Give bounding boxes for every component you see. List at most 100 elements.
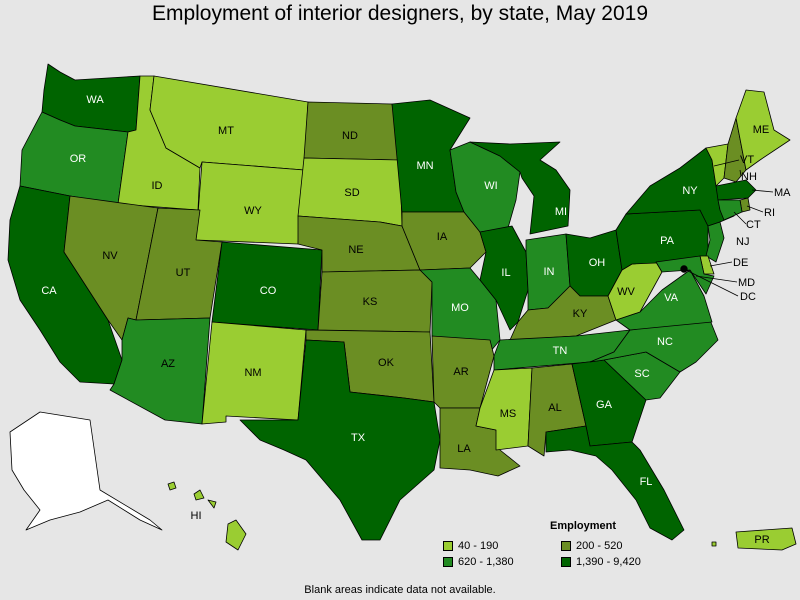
label-HI: HI [191, 510, 202, 522]
leader-DC [683, 268, 739, 297]
leader-VT [713, 159, 740, 167]
footnote: Blank areas indicate data not available. [304, 584, 496, 596]
state-ME[interactable] [735, 89, 791, 171]
label-MD: MD [738, 277, 755, 289]
label-MS: MS [500, 408, 517, 420]
legend-item-1: 40 - 190 [443, 540, 561, 552]
label-OK: OK [378, 357, 395, 369]
state-AZ[interactable] [109, 317, 211, 425]
label-OH: OH [589, 257, 606, 269]
state-HI-1[interactable] [167, 481, 177, 491]
label-IL: IL [501, 267, 510, 279]
label-MN: MN [416, 160, 433, 172]
state-HI-2[interactable] [193, 489, 205, 501]
label-NE: NE [348, 244, 363, 256]
state-KS[interactable] [317, 269, 433, 333]
state-VA[interactable] [615, 269, 713, 331]
label-ND: ND [342, 130, 358, 142]
label-NM: NM [244, 367, 261, 379]
legend-label-4: 1,390 - 9,420 [576, 556, 641, 568]
label-AR: AR [453, 366, 468, 378]
label-NY: NY [682, 185, 698, 197]
label-MA: MA [774, 187, 791, 199]
label-DC: DC [740, 291, 756, 303]
label-TX: TX [351, 432, 366, 444]
label-MO: MO [451, 302, 469, 314]
state-PR[interactable] [735, 527, 797, 551]
label-CA: CA [41, 285, 57, 297]
label-WV: WV [617, 286, 635, 298]
legend-item-4: 1,390 - 9,420 [561, 556, 691, 568]
map-title: Employment of interior designers, by sta… [151, 2, 649, 25]
legend-swatch-2 [561, 541, 571, 551]
legend-swatch-1 [443, 541, 453, 551]
label-NC: NC [657, 336, 673, 348]
state-TX[interactable] [239, 339, 441, 541]
label-OR: OR [70, 153, 87, 165]
leader-DE [709, 261, 733, 267]
state-FL[interactable] [545, 425, 685, 541]
label-AL: AL [548, 402, 561, 414]
label-TN: TN [553, 345, 568, 357]
label-IA: IA [437, 231, 448, 243]
label-SD: SD [344, 187, 359, 199]
legend-label-2: 200 - 520 [576, 540, 623, 552]
state-AK[interactable] [9, 411, 163, 531]
leader-MD [695, 275, 738, 283]
label-WA: WA [86, 94, 104, 106]
state-WY[interactable] [195, 161, 305, 245]
leader-NH [739, 169, 742, 177]
label-KS: KS [363, 296, 378, 308]
state-IL[interactable] [479, 225, 529, 331]
state-NJ[interactable] [705, 221, 725, 263]
legend: Employment 40 - 190 200 - 520 620 - 1,38… [443, 520, 703, 568]
label-UT: UT [176, 267, 191, 279]
label-RI: RI [764, 207, 775, 219]
label-KY: KY [573, 308, 588, 320]
legend-item-2: 200 - 520 [561, 540, 691, 552]
leader-lines [683, 159, 774, 297]
state-HI-4[interactable] [225, 519, 247, 551]
label-NJ: NJ [736, 236, 749, 248]
label-SC: SC [634, 368, 649, 380]
state-MI[interactable] [469, 141, 571, 235]
leader-CT [733, 211, 747, 225]
label-CO: CO [260, 285, 277, 297]
state-labels: WA OR CA ID NV MT WY UT AZ CO NM ND SD N… [41, 94, 769, 546]
label-ID: ID [152, 180, 163, 192]
state-MD[interactable] [655, 255, 715, 295]
state-HI-3[interactable] [207, 499, 217, 509]
leader-RI [746, 205, 764, 213]
leader-MA [751, 189, 774, 193]
state-PR-isle[interactable] [711, 541, 717, 547]
label-AZ: AZ [161, 358, 175, 370]
label-PA: PA [660, 235, 675, 247]
legend-grid: 40 - 190 200 - 520 620 - 1,380 1,390 - 9… [443, 540, 703, 568]
label-VT: VT [740, 154, 754, 166]
label-ME: ME [753, 124, 770, 136]
label-WI: WI [484, 180, 497, 192]
legend-label-3: 620 - 1,380 [458, 556, 514, 568]
state-CT[interactable] [717, 199, 743, 221]
small-state-labels: VT NH MA RI CT NJ DE MD DC [733, 154, 791, 303]
legend-swatch-3 [443, 557, 453, 567]
label-DE: DE [733, 257, 748, 269]
legend-title: Employment [549, 520, 616, 532]
state-MA[interactable] [715, 179, 757, 201]
label-NV: NV [102, 250, 118, 262]
legend-item-3: 620 - 1,380 [443, 556, 561, 568]
legend-label-1: 40 - 190 [458, 540, 499, 552]
label-CT: CT [746, 219, 761, 231]
label-VA: VA [664, 292, 679, 304]
label-MI: MI [555, 206, 567, 218]
label-PR: PR [754, 534, 769, 546]
label-MT: MT [218, 125, 234, 137]
label-GA: GA [596, 399, 613, 411]
label-LA: LA [457, 443, 471, 455]
legend-swatch-4 [561, 557, 571, 567]
label-IN: IN [544, 266, 555, 278]
label-WY: WY [244, 205, 262, 217]
label-NH: NH [741, 171, 757, 183]
